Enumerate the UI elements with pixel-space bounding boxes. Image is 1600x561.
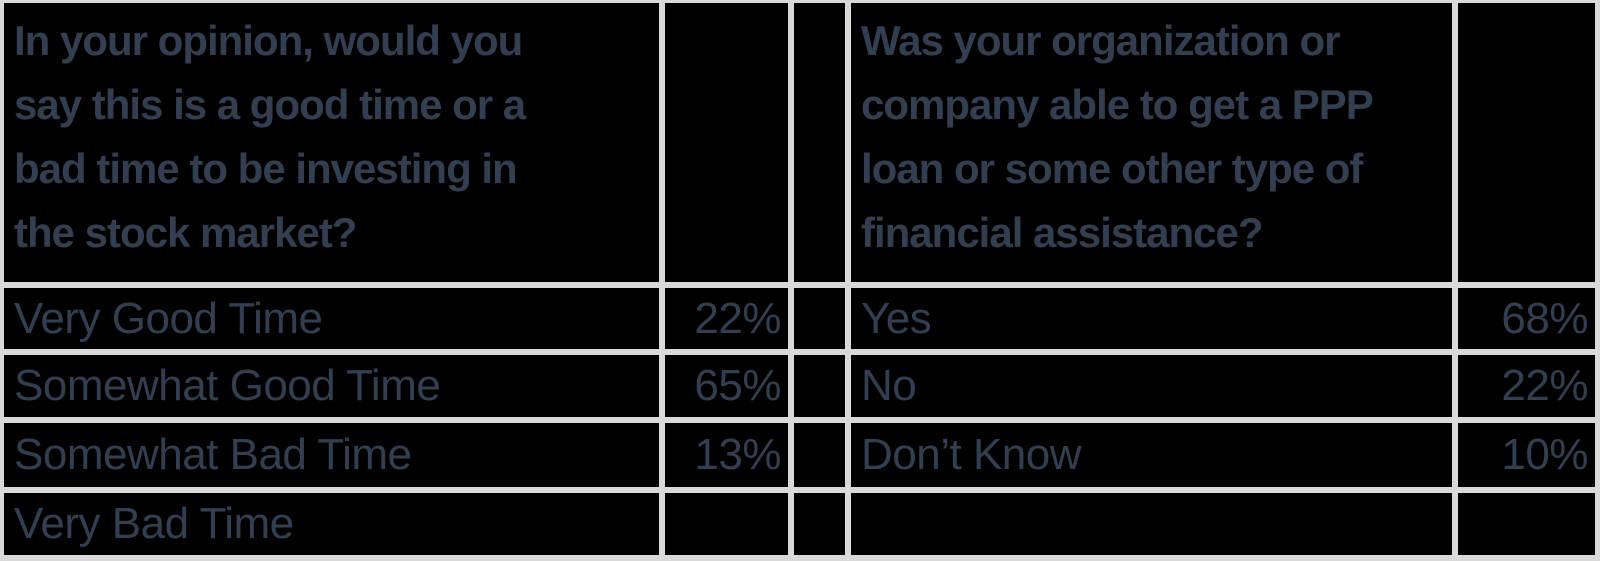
right-row-value: 68%	[1458, 288, 1595, 349]
left-row-label: Somewhat Good Time	[4, 355, 659, 417]
left-table-question-value-cell	[665, 3, 788, 282]
left-row-value: 22%	[665, 288, 788, 349]
right-table-question: Was your organization or company able to…	[851, 3, 1452, 282]
right-row-label	[851, 493, 1452, 555]
right-table-question-value-cell	[1458, 3, 1595, 282]
right-row-label: Yes	[851, 288, 1452, 349]
left-row-value: 65%	[665, 355, 788, 417]
left-row-value	[665, 493, 788, 555]
right-row-value	[1458, 493, 1595, 555]
right-row-value: 22%	[1458, 355, 1595, 417]
left-row-label: Very Good Time	[4, 288, 659, 349]
table-gap-spacer	[794, 355, 845, 417]
table-gap-spacer	[794, 288, 845, 349]
table-gap-spacer	[794, 493, 845, 555]
left-row-label: Very Bad Time	[4, 493, 659, 555]
left-row-value: 13%	[665, 423, 788, 487]
table-gap-spacer	[794, 3, 845, 282]
left-row-label: Somewhat Bad Time	[4, 423, 659, 487]
right-row-label: Don’t Know	[851, 423, 1452, 487]
right-row-label: No	[851, 355, 1452, 417]
right-row-value: 10%	[1458, 423, 1595, 487]
table-gap-spacer	[794, 423, 845, 487]
left-table-question: In your opinion, would you say this is a…	[4, 3, 659, 282]
